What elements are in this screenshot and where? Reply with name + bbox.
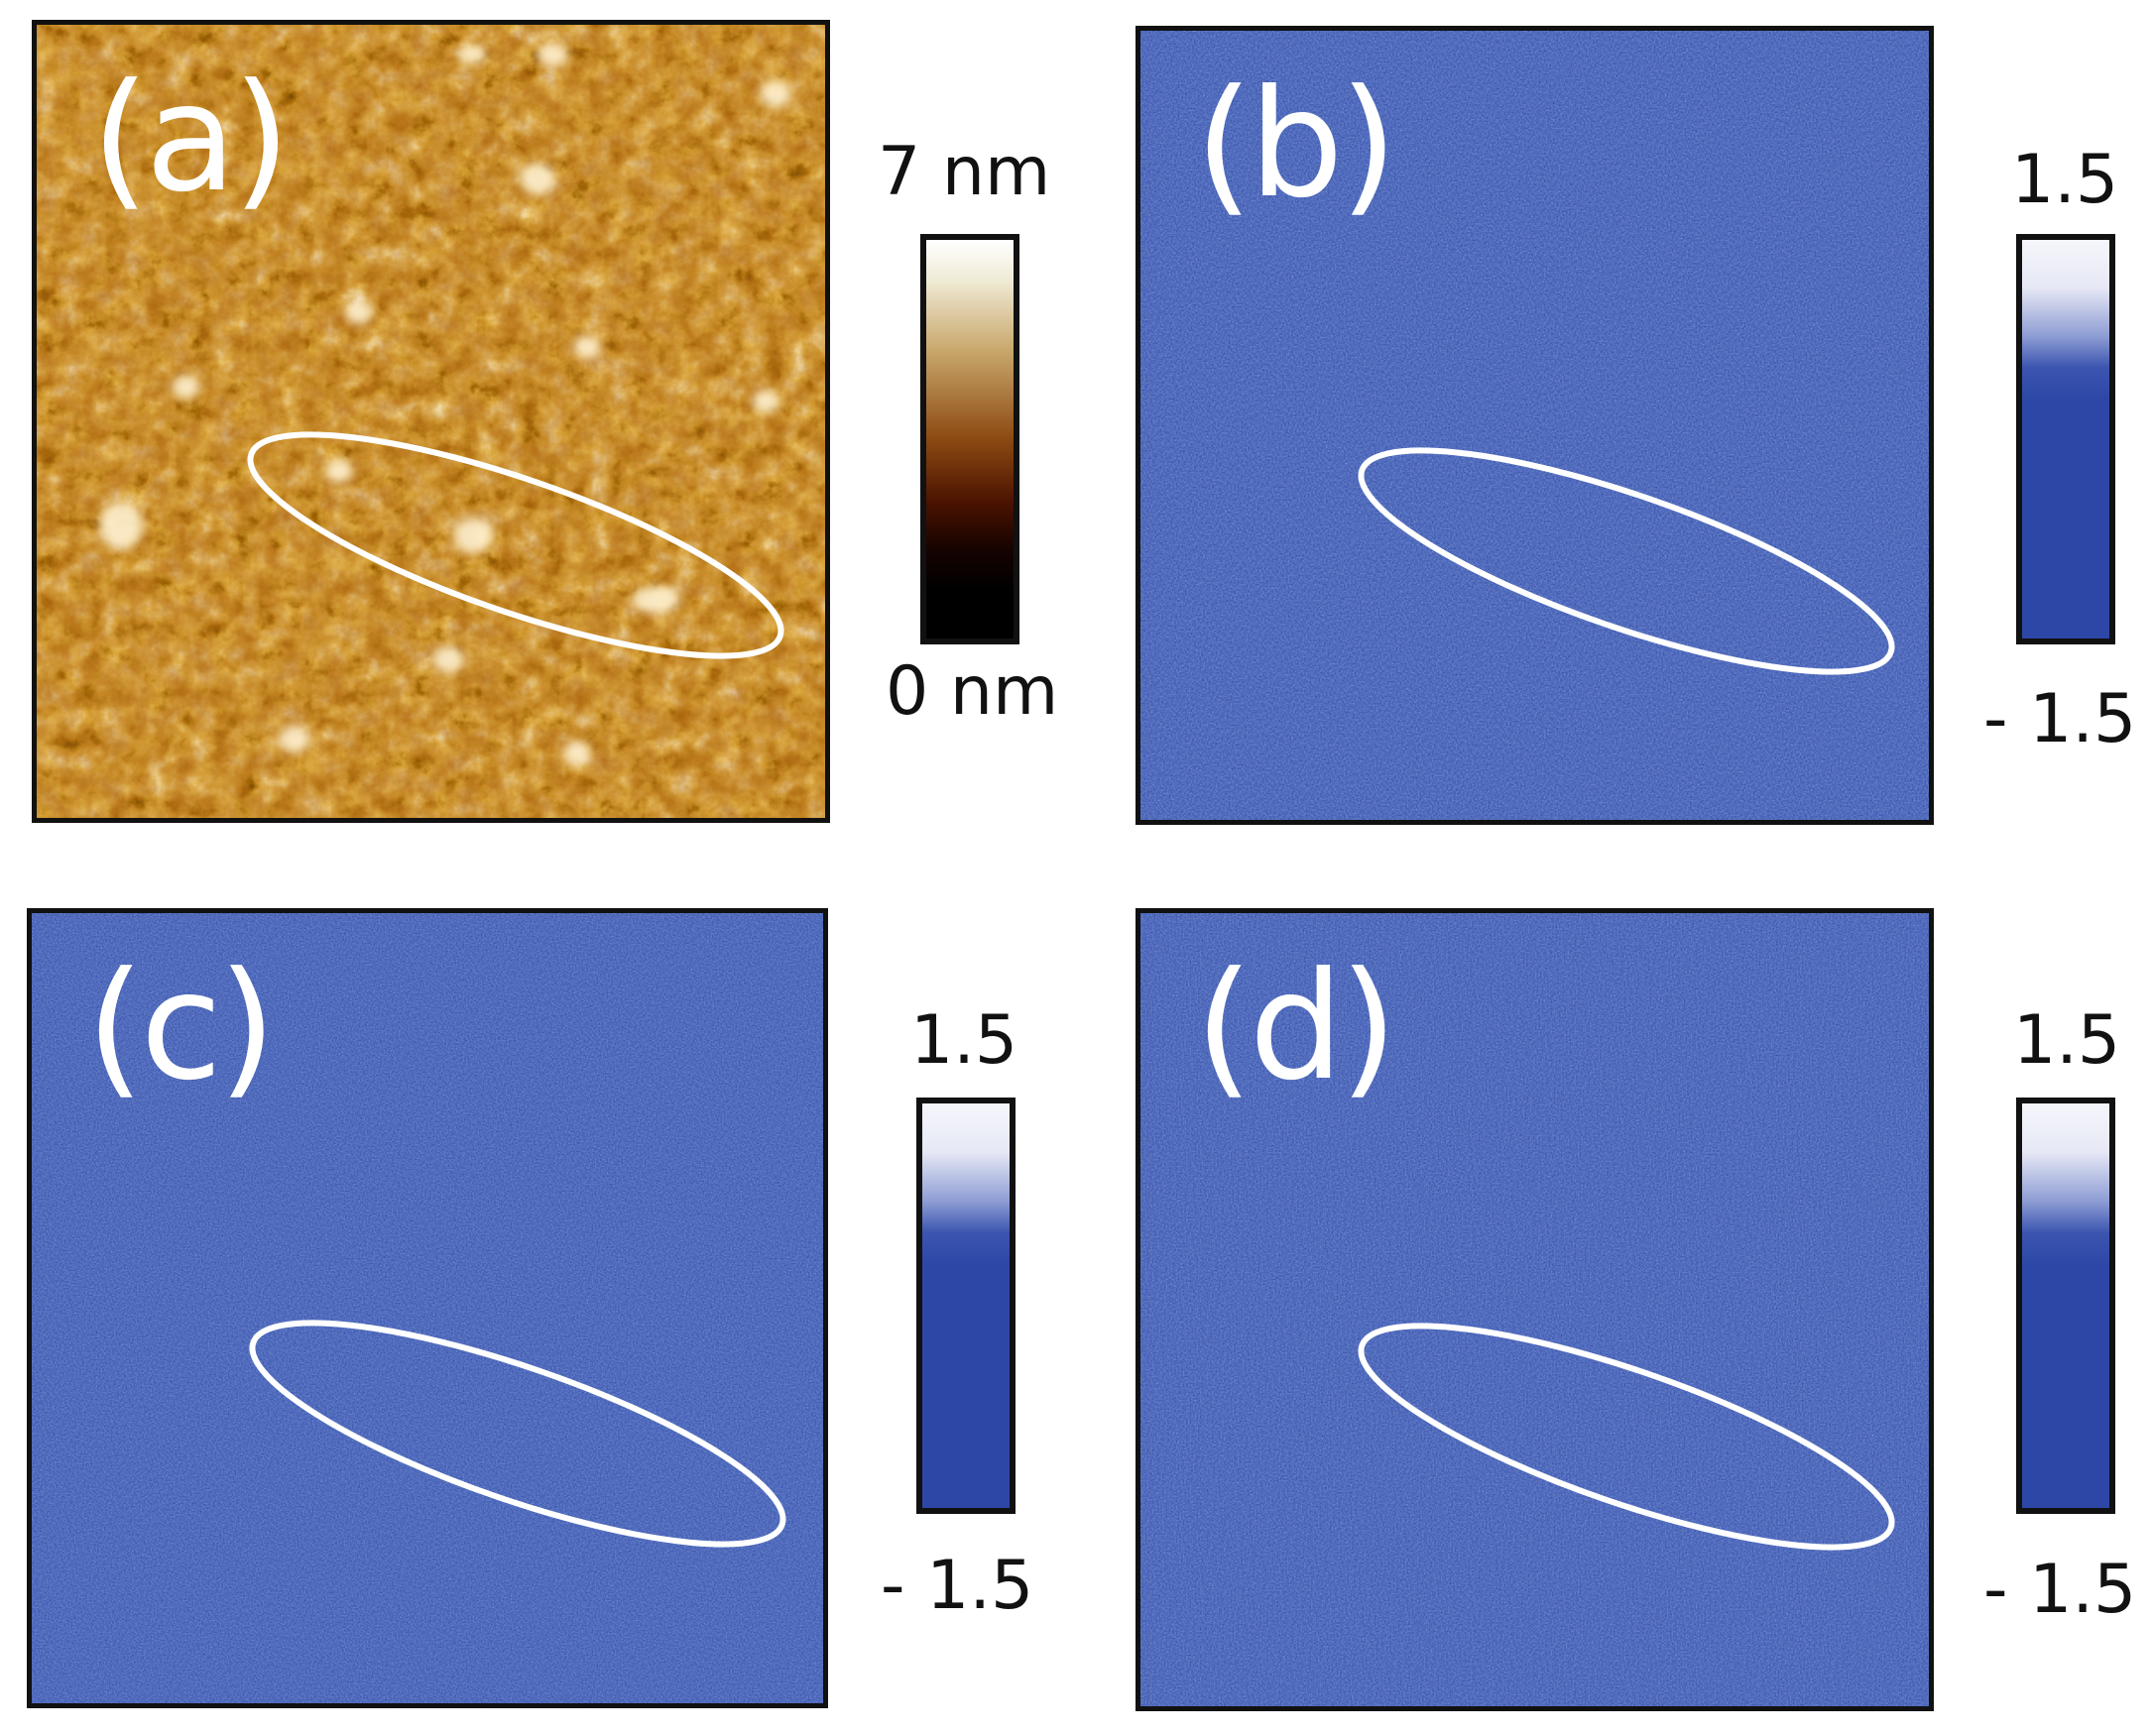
panel-b-colorbar: [2016, 234, 2115, 644]
panel-a-scale-min-label: 0 nm: [886, 652, 1059, 731]
highlight-ellipse: [1358, 1323, 1895, 1551]
panel-a-image: (a): [32, 20, 830, 823]
panel-c-label: (c): [86, 941, 277, 1113]
panel-c-colorbar: [916, 1098, 1016, 1514]
panel-b-label: (b): [1195, 58, 1397, 231]
panel-b-scale-min-label: - 1.5: [1983, 680, 2137, 758]
panel-a-scale-max-label: 7 nm: [878, 133, 1051, 211]
panel-c-image: (c): [27, 908, 828, 1708]
highlight-ellipse: [249, 1320, 786, 1548]
highlight-ellipse: [247, 431, 784, 659]
panel-d-image: (d): [1136, 908, 1934, 1711]
panel-c-texture: [32, 913, 823, 1703]
panel-d-texture: [1140, 913, 1929, 1706]
panel-b-scale-max-label: 1.5: [2011, 141, 2119, 219]
panel-a-texture: [37, 25, 825, 818]
panel-a-label: (a): [91, 53, 291, 225]
highlight-ellipse: [1358, 447, 1895, 675]
panel-c-scale-min-label: - 1.5: [881, 1547, 1034, 1625]
panel-d-label: (d): [1195, 941, 1397, 1113]
panel-b-texture: [1140, 31, 1929, 820]
panel-b-image: (b): [1136, 26, 1934, 825]
panel-a-grains: [99, 43, 791, 765]
panel-c-scale-max-label: 1.5: [910, 1001, 1018, 1080]
panel-d-scale-max-label: 1.5: [2013, 1001, 2121, 1080]
panel-d-colorbar: [2016, 1098, 2115, 1514]
panel-d-scale-min-label: - 1.5: [1983, 1551, 2137, 1629]
panel-a-colorbar: [920, 234, 1019, 644]
